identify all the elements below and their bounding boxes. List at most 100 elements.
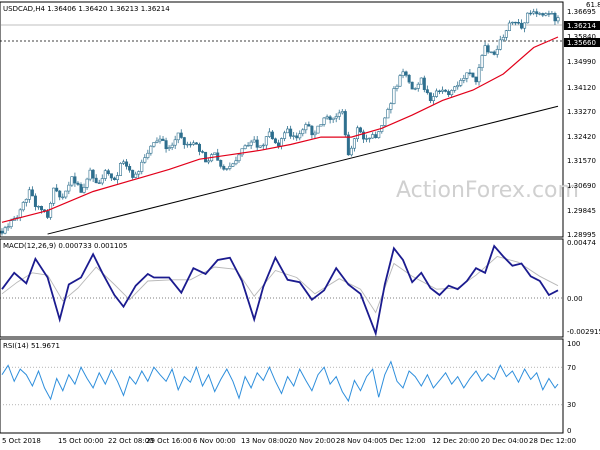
candle-body	[526, 12, 530, 24]
candle-body	[255, 139, 259, 148]
candle-body	[541, 13, 545, 16]
macd-panel-title: MACD(12,26,9) 0.000733 0.001105	[3, 242, 127, 250]
candle-body	[240, 148, 244, 156]
candle-body	[510, 21, 514, 24]
candle-body	[477, 67, 481, 83]
candle-body	[374, 134, 378, 138]
candle-body	[520, 22, 524, 29]
candle-body	[49, 203, 53, 218]
time-tick: 28 Nov 04:00	[336, 437, 383, 445]
rsi-panel-frame	[0, 338, 564, 434]
candle-body	[422, 77, 426, 90]
candlestick-series	[0, 8, 560, 236]
candle-body	[371, 134, 375, 139]
chart-watermark: ActionForex.com	[396, 178, 579, 203]
candle-body	[207, 160, 211, 163]
candle-body	[504, 30, 508, 38]
candle-body	[79, 184, 83, 193]
candle-body	[155, 140, 159, 143]
candle-body	[325, 116, 329, 119]
candle-body	[140, 161, 144, 172]
candle-body	[258, 145, 262, 148]
candle-body	[456, 85, 460, 88]
candle-body	[30, 189, 34, 197]
candle-body	[158, 138, 162, 142]
candle-body	[252, 139, 256, 143]
rsi-tick: 0	[567, 427, 571, 435]
candle-body	[538, 13, 542, 15]
candle-body	[70, 176, 74, 186]
candle-body	[383, 117, 387, 126]
candle-body	[97, 182, 101, 184]
candle-body	[307, 124, 311, 127]
candle-body	[322, 117, 326, 125]
candle-body	[182, 137, 186, 145]
candle-body	[483, 45, 487, 56]
price-panel-title: USDCAD,H4 1.36406 1.36420 1.36213 1.3621…	[3, 5, 170, 13]
candle-body	[544, 13, 548, 16]
time-tick: 5 Dec 12:00	[383, 437, 426, 445]
candle-body	[547, 13, 551, 15]
time-tick: 12 Dec 20:00	[432, 437, 479, 445]
candle-body	[21, 202, 25, 211]
time-tick: 13 Nov 08:00	[241, 437, 288, 445]
candle-body	[58, 190, 62, 198]
candle-body	[106, 170, 110, 175]
candle-body	[462, 78, 466, 81]
candle-body	[73, 176, 77, 184]
candle-body	[495, 49, 499, 55]
candle-body	[100, 178, 104, 184]
candle-body	[33, 195, 37, 207]
candle-body	[234, 160, 238, 165]
candle-body	[337, 112, 341, 117]
macd-tick: -0.002915	[567, 328, 600, 336]
candle-body	[61, 196, 65, 199]
candle-body	[444, 89, 448, 92]
candle-body	[85, 178, 89, 188]
candle-body	[386, 109, 390, 119]
candle-body	[489, 51, 493, 53]
price-tick: 1.34990	[567, 58, 596, 66]
ma-price-tag-label: 1.35660	[567, 39, 596, 47]
current-price-tag	[564, 21, 600, 30]
candle-body	[249, 141, 253, 146]
price-tick: 1.33270	[567, 108, 596, 116]
candle-body	[228, 165, 232, 169]
price-axis: 1.36695 1.36214 1.35840 1.35660 1.34990 …	[564, 8, 600, 239]
candle-body	[507, 22, 511, 31]
time-tick: 29 Oct 16:00	[146, 437, 192, 445]
candle-body	[246, 144, 250, 147]
candle-body	[331, 117, 335, 120]
candle-body	[237, 154, 241, 162]
candle-body	[459, 80, 463, 86]
candle-body	[349, 147, 353, 156]
candle-body	[532, 11, 536, 14]
rsi-line	[1, 360, 559, 403]
candle-body	[529, 12, 533, 15]
candle-body	[434, 90, 438, 97]
moving-average-line	[1, 36, 559, 223]
time-tick: 22 Oct 08:00	[108, 437, 154, 445]
candle-body	[167, 147, 171, 150]
candle-body	[109, 173, 113, 179]
candle-body	[161, 138, 165, 141]
candle-body	[173, 139, 177, 146]
ma-price-tag	[564, 38, 600, 47]
candle-body	[76, 182, 80, 185]
candle-body	[310, 125, 314, 136]
candle-body	[9, 220, 13, 228]
candle-body	[243, 145, 247, 150]
candle-body	[261, 144, 265, 147]
candle-body	[131, 169, 135, 178]
candle-body	[176, 132, 180, 141]
candle-body	[395, 85, 399, 89]
candle-body	[201, 151, 205, 153]
candle-body	[301, 129, 305, 135]
candle-body	[362, 131, 366, 140]
candle-body	[52, 187, 56, 204]
candle-body	[122, 161, 126, 164]
candle-body	[137, 171, 141, 175]
candle-body	[492, 51, 496, 55]
candle-body	[6, 226, 10, 229]
price-tick: 1.32420	[567, 133, 596, 141]
